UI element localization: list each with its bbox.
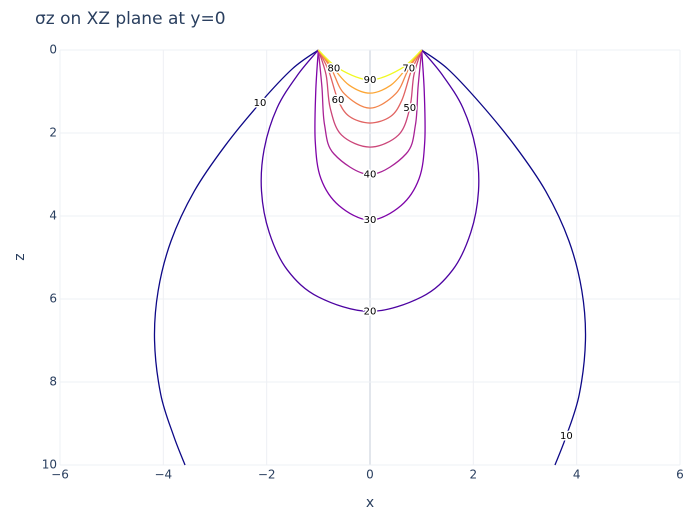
contour-label: 80 <box>327 64 340 75</box>
y-tick-label: 8 <box>49 375 57 389</box>
contour-label: 10 <box>254 98 267 109</box>
contour-line <box>153 49 587 466</box>
contour-label: 20 <box>364 306 377 317</box>
contour-label: 60 <box>332 95 345 106</box>
x-tick-label: 2 <box>470 468 478 482</box>
x-axis-title: x <box>366 495 374 511</box>
contour-line <box>314 49 426 221</box>
contour-label: 40 <box>364 170 377 181</box>
contour-label: 50 <box>403 103 416 114</box>
grid <box>59 49 681 466</box>
contour-labels: 10 10 20 30 40 50 60 70 80 90 <box>252 62 574 443</box>
chart-title: σz on XZ plane at y=0 <box>35 9 226 29</box>
contour-line <box>317 49 423 176</box>
y-tick-label: 4 <box>49 209 57 223</box>
contour-line <box>317 49 423 109</box>
x-tick-label: 0 <box>366 468 374 482</box>
contour-line <box>317 49 423 148</box>
x-tick-label: 4 <box>573 468 581 482</box>
contour-line <box>317 49 423 81</box>
x-tick-label: 6 <box>676 468 684 482</box>
x-tick-label: −4 <box>154 468 172 482</box>
contour-label: 10 <box>560 431 573 442</box>
y-tick-label: 10 <box>42 458 57 472</box>
contours <box>153 49 587 466</box>
y-tick-label: 0 <box>49 43 57 57</box>
contour-line <box>317 49 423 94</box>
y-tick-label: 6 <box>49 292 57 306</box>
x-tick-label: −6 <box>51 468 69 482</box>
contour-label: 70 <box>402 64 415 75</box>
contour-line <box>317 49 423 124</box>
y-tick-label: 2 <box>49 126 57 140</box>
x-tick-label: −2 <box>258 468 276 482</box>
contour-line <box>260 49 480 313</box>
contour-label: 90 <box>364 75 377 86</box>
y-axis-title: z <box>12 253 28 260</box>
contour-label: 30 <box>364 215 377 226</box>
